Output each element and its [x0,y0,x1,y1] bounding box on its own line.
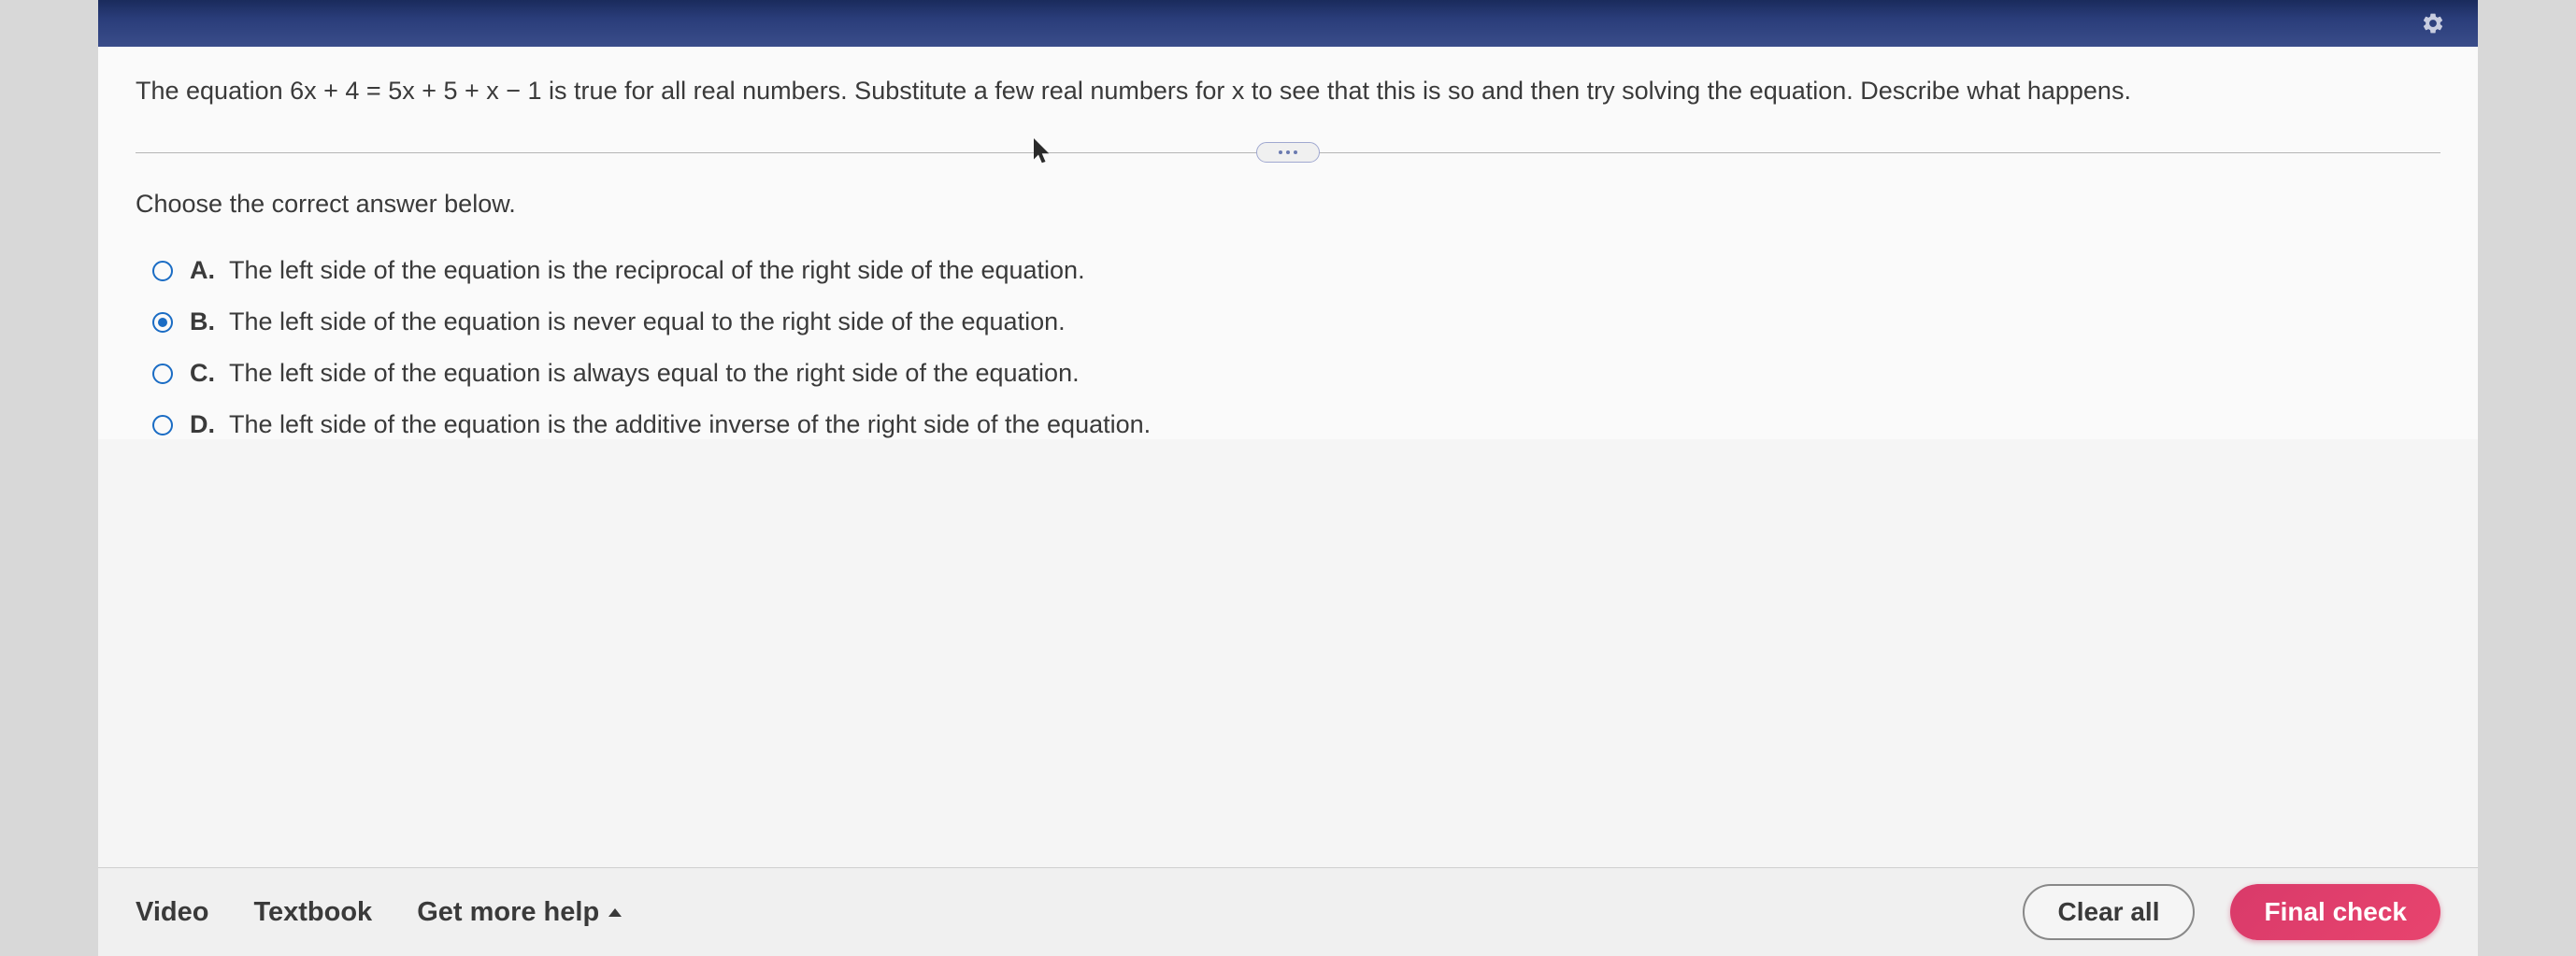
option-text: The left side of the equation is never e… [229,307,1066,336]
option-letter: D. [190,410,229,439]
instruction-text: Choose the correct answer below. [136,190,2440,219]
get-more-help-label: Get more help [417,897,599,928]
expand-pill-button[interactable] [1256,142,1320,163]
section-divider [136,141,2440,164]
dot-icon [1286,150,1290,154]
textbook-link[interactable]: Textbook [253,897,372,928]
option-row-c[interactable]: C.The left side of the equation is alway… [152,359,2440,388]
footer-bar: Video Textbook Get more help Clear all F… [98,867,2478,956]
settings-gear-icon[interactable] [2421,11,2445,36]
dot-icon [1294,150,1297,154]
option-text: The left side of the equation is always … [229,359,1080,388]
get-more-help-dropdown[interactable]: Get more help [417,897,622,928]
option-letter: B. [190,307,229,336]
question-text: The equation 6x + 4 = 5x + 5 + x − 1 is … [136,73,2440,109]
radio-inner-dot [158,318,167,327]
option-letter: C. [190,359,229,388]
content-area: The equation 6x + 4 = 5x + 5 + x − 1 is … [98,47,2478,439]
footer-right-group: Clear all Final check [2023,884,2440,940]
options-group: A.The left side of the equation is the r… [152,256,2440,439]
footer-left-group: Video Textbook Get more help [136,897,622,928]
clear-all-button[interactable]: Clear all [2023,884,2196,940]
caret-up-icon [608,908,622,917]
option-row-d[interactable]: D.The left side of the equation is the a… [152,410,2440,439]
option-row-b[interactable]: B.The left side of the equation is never… [152,307,2440,336]
option-text: The left side of the equation is the add… [229,410,1151,439]
final-check-button[interactable]: Final check [2230,884,2440,940]
video-link[interactable]: Video [136,897,208,928]
header-bar [98,0,2478,47]
radio-button[interactable] [152,364,173,384]
radio-button[interactable] [152,312,173,333]
radio-button[interactable] [152,415,173,435]
dot-icon [1279,150,1282,154]
option-text: The left side of the equation is the rec… [229,256,1085,285]
option-letter: A. [190,256,229,285]
option-row-a[interactable]: A.The left side of the equation is the r… [152,256,2440,285]
radio-button[interactable] [152,261,173,281]
app-frame: The equation 6x + 4 = 5x + 5 + x − 1 is … [98,0,2478,956]
